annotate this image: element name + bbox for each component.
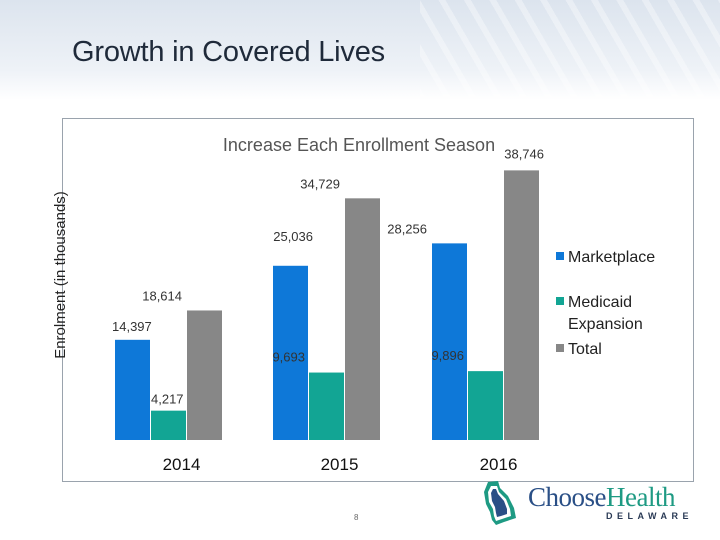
bar-medicaid-expansion-2015: [309, 372, 344, 440]
logo-word-choose: Choose: [528, 482, 607, 512]
legend-label-line: Medicaid: [568, 294, 632, 311]
bar-medicaid-expansion-2016: [468, 371, 503, 440]
legend-label-medicaid-expansion: Medicaid Expansion: [568, 294, 643, 333]
data-label-medicaid-expansion-2014: 4,217: [151, 392, 184, 407]
data-label-total-2015: 34,729: [300, 176, 340, 191]
x-tick-2015: 2015: [321, 455, 359, 474]
data-label-marketplace-2016: 28,256: [387, 221, 427, 236]
legend-label-line: Expansion: [568, 316, 643, 333]
legend-swatch-marketplace: [556, 252, 564, 260]
bar-marketplace-2016: [432, 243, 467, 440]
data-label-total-2014: 18,614: [142, 288, 182, 303]
data-label-marketplace-2014: 14,397: [112, 319, 152, 334]
y-axis-label: Enrolment (in thousands): [52, 191, 69, 359]
bar-total-2015: [345, 198, 380, 440]
legend-swatch-total: [556, 344, 564, 352]
chart-title: Increase Each Enrollment Season: [223, 135, 495, 155]
legend-label-total: Total: [568, 341, 602, 358]
delaware-state-icon: [484, 481, 516, 525]
logo-wordmark: ChooseHealth: [528, 482, 675, 513]
bar-total-2014: [187, 310, 222, 440]
bar-total-2016: [504, 170, 539, 440]
title-banner: [0, 0, 720, 100]
legend-label-marketplace: Marketplace: [568, 249, 655, 266]
x-tick-2014: 2014: [163, 455, 201, 474]
data-label-total-2016: 38,746: [504, 146, 544, 161]
choose-health-logo: ChooseHealth DELAWARE: [474, 478, 704, 528]
bar-marketplace-2015: [273, 265, 308, 440]
data-label-marketplace-2015: 25,036: [273, 229, 313, 244]
logo-subtitle: DELAWARE: [606, 511, 694, 521]
banner-decoration: [420, 0, 720, 100]
legend-swatch-medicaid-expansion: [556, 297, 564, 305]
data-label-medicaid-expansion-2015: 9,693: [272, 350, 305, 365]
bar-marketplace-2014: [115, 339, 150, 440]
page-number: 8: [354, 513, 359, 522]
data-label-medicaid-expansion-2016: 9,896: [431, 348, 464, 363]
bar-medicaid-expansion-2014: [151, 410, 186, 440]
slide-title: Growth in Covered Lives: [72, 36, 385, 68]
logo-word-health: Health: [606, 482, 675, 512]
x-tick-2016: 2016: [480, 455, 518, 474]
